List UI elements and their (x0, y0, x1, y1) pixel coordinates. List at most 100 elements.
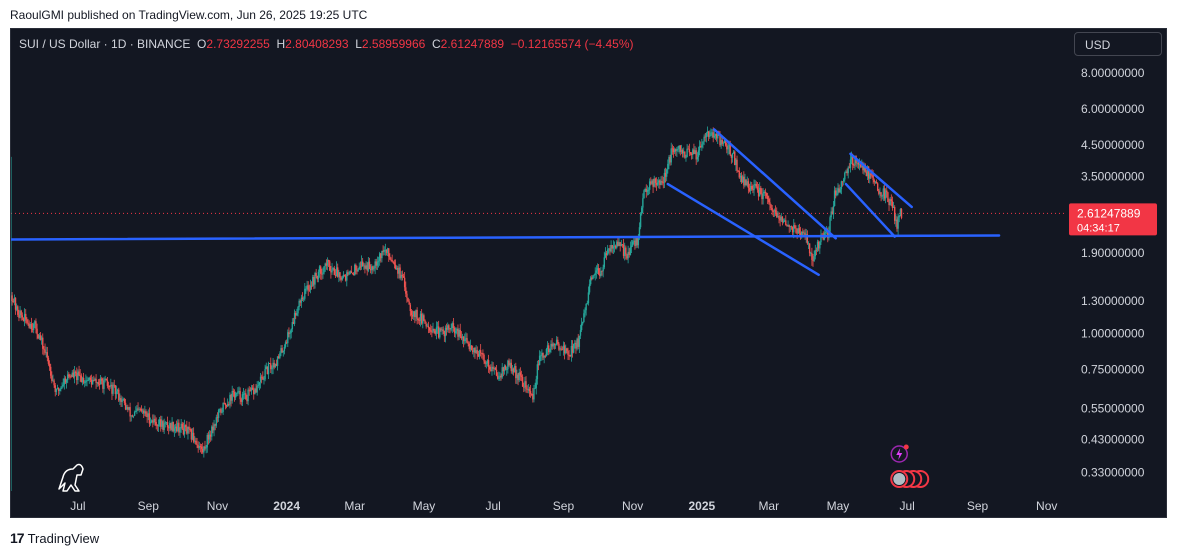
candle-body (233, 392, 236, 398)
candle-body (335, 267, 338, 276)
candle-body (831, 211, 834, 215)
candle-body (786, 225, 788, 226)
candle-body (204, 446, 206, 449)
candle-body (97, 382, 100, 385)
candle-body (659, 180, 661, 185)
candle-body (852, 156, 854, 166)
candle-body (237, 391, 239, 393)
candle-body (337, 267, 339, 277)
price-chart[interactable]: 8.00000000 6.00000000 4.50000000 3.50000000… (11, 29, 1168, 519)
candle-body (103, 379, 105, 389)
candle-body (77, 371, 79, 381)
candle-body (609, 248, 611, 252)
candle-body (580, 323, 583, 331)
candle-body (194, 440, 196, 442)
candle-body (174, 426, 177, 429)
candle-body (515, 365, 517, 379)
candle-body (756, 186, 759, 190)
candle-body (692, 149, 694, 155)
candle-body (272, 362, 274, 368)
candle-body (419, 313, 422, 321)
candle-body (820, 234, 822, 243)
candle-body (355, 264, 357, 271)
candle-body (405, 287, 407, 294)
x-tick-label: Jul (900, 499, 915, 513)
candle-body (601, 270, 603, 272)
candle-body (636, 237, 638, 246)
candle-body (724, 139, 727, 146)
candle-body (553, 343, 556, 345)
candle-body (693, 149, 695, 154)
candle-body (386, 248, 389, 253)
candle-body (65, 379, 68, 383)
candle-body (23, 313, 26, 322)
candle-body (482, 353, 484, 355)
candle-body (182, 428, 185, 435)
candle-body (702, 141, 704, 145)
candle-body (597, 268, 600, 275)
candle-body (634, 240, 636, 246)
candle-body (292, 322, 295, 324)
candle-body (563, 345, 566, 354)
candle-body (452, 323, 455, 328)
candle-body (575, 342, 577, 349)
candle-body (824, 232, 827, 233)
candle-body (230, 394, 232, 401)
candle-body (241, 394, 244, 402)
change-value: −0.12165574 (−4.45%) (510, 37, 634, 51)
candle-body (325, 263, 328, 266)
candle-body (795, 228, 797, 233)
candle-body (451, 323, 453, 329)
candle-body (287, 332, 289, 344)
candle-body (413, 311, 415, 317)
candle-body (267, 363, 270, 375)
candle-body (136, 408, 138, 412)
candle-body (126, 407, 128, 410)
candle-body (857, 162, 860, 165)
candle-body (150, 420, 153, 423)
candle-body (770, 204, 772, 209)
chart-panel[interactable]: 8.00000000 6.00000000 4.50000000 3.50000000… (10, 28, 1167, 518)
candle-body (752, 188, 754, 191)
candle-body (707, 131, 710, 137)
candle-body (781, 216, 784, 223)
candle-body (246, 398, 248, 402)
candle-body (688, 149, 691, 153)
candle-body (184, 425, 187, 427)
x-tick-label: Sep (967, 499, 989, 513)
candle-body (214, 424, 216, 426)
candle-body (17, 306, 19, 315)
candle-body (476, 350, 478, 354)
candle-body (87, 380, 89, 382)
currency-button[interactable]: USD (1074, 32, 1162, 56)
candle-body (116, 389, 119, 392)
footer-brand: 17 TradingView (10, 530, 99, 546)
candle-body (217, 410, 220, 418)
candle-body (406, 293, 408, 298)
candle-body (444, 327, 447, 337)
candle-body (808, 243, 811, 254)
candle-body (130, 415, 132, 417)
candle-body (638, 227, 641, 237)
candle-body (329, 261, 331, 271)
candle-body (594, 272, 596, 276)
candle-body (74, 371, 77, 373)
candle-body (56, 388, 59, 389)
candle-body (802, 231, 804, 233)
x-tick-label: Mar (344, 499, 365, 513)
candle-body (417, 318, 419, 321)
candle-body (70, 376, 72, 378)
candle-body (42, 337, 44, 349)
candle-body (675, 149, 677, 151)
candle-body (68, 374, 70, 377)
candle-body (558, 343, 560, 350)
candle-body (827, 230, 829, 239)
candle-body (511, 368, 514, 372)
notification-dot-icon (903, 444, 909, 450)
candle-body (143, 410, 145, 414)
candle-body (271, 367, 273, 370)
candle-body (307, 285, 309, 290)
candle-body (312, 276, 314, 286)
candle-body (84, 382, 86, 384)
candle-body (658, 180, 660, 183)
